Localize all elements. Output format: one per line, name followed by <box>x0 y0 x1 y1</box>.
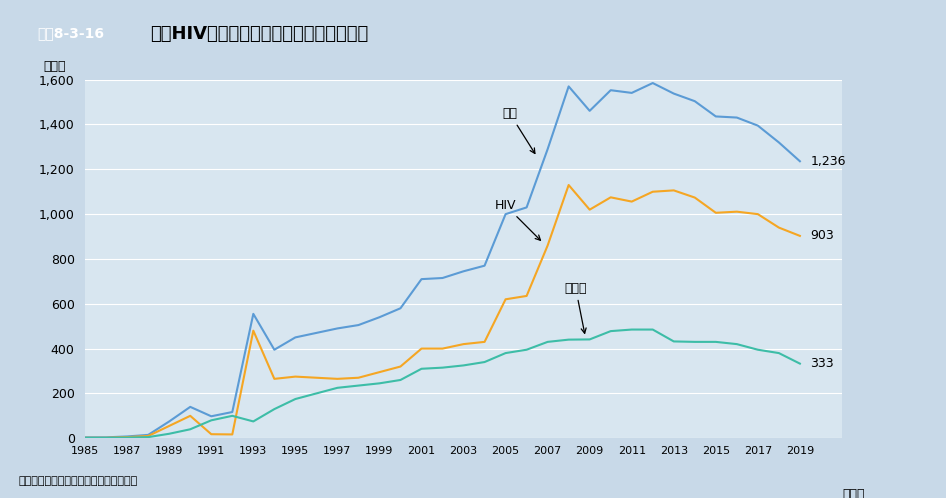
Text: エイズ: エイズ <box>565 282 587 333</box>
Text: （年）: （年） <box>842 489 865 498</box>
Text: 1,236: 1,236 <box>811 155 846 168</box>
Text: 資料：厚生労働省エイズ動向委員会報告: 資料：厚生労働省エイズ動向委員会報告 <box>19 476 138 486</box>
Text: （件）: （件） <box>44 59 66 73</box>
Text: 合計: 合計 <box>502 107 534 153</box>
Text: 新規HIV感染者・エイズ患者報告数の推移: 新規HIV感染者・エイズ患者報告数の推移 <box>149 24 368 43</box>
Text: 図袆8-3-16: 図袆8-3-16 <box>38 26 104 41</box>
Text: 333: 333 <box>811 357 834 370</box>
Text: 903: 903 <box>811 230 834 243</box>
Text: HIV: HIV <box>495 199 540 241</box>
